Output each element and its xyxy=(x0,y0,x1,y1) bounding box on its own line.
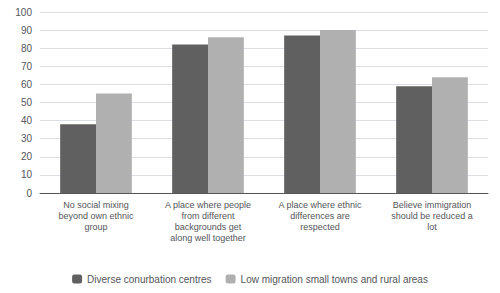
svg-text:100: 100 xyxy=(15,7,32,18)
svg-text:lot: lot xyxy=(427,222,437,232)
svg-text:10: 10 xyxy=(21,169,33,180)
svg-text:0: 0 xyxy=(26,188,32,199)
svg-text:should be reduced a: should be reduced a xyxy=(391,211,473,221)
svg-text:60: 60 xyxy=(21,79,33,90)
svg-text:along well together: along well together xyxy=(170,233,246,243)
svg-text:Believe immigration: Believe immigration xyxy=(393,200,472,210)
svg-text:20: 20 xyxy=(21,151,33,162)
svg-text:Diverse conurbation centres: Diverse conurbation centres xyxy=(87,274,212,285)
svg-text:group: group xyxy=(84,222,107,232)
svg-text:A place where people: A place where people xyxy=(165,200,251,210)
svg-text:40: 40 xyxy=(21,115,33,126)
svg-text:70: 70 xyxy=(21,61,33,72)
svg-text:80: 80 xyxy=(21,43,33,54)
svg-text:Low migration small towns and: Low migration small towns and rural area… xyxy=(241,274,428,285)
svg-text:backgrounds get: backgrounds get xyxy=(175,222,242,232)
svg-text:A place where ethnic: A place where ethnic xyxy=(278,200,362,210)
svg-text:differences are: differences are xyxy=(290,211,349,221)
svg-text:90: 90 xyxy=(21,25,33,36)
svg-text:from different: from different xyxy=(182,211,235,221)
svg-text:respected: respected xyxy=(300,222,340,232)
svg-text:30: 30 xyxy=(21,133,33,144)
svg-text:beyond own ethnic: beyond own ethnic xyxy=(58,211,134,221)
svg-text:No social mixing: No social mixing xyxy=(63,200,129,210)
svg-text:50: 50 xyxy=(21,97,33,108)
